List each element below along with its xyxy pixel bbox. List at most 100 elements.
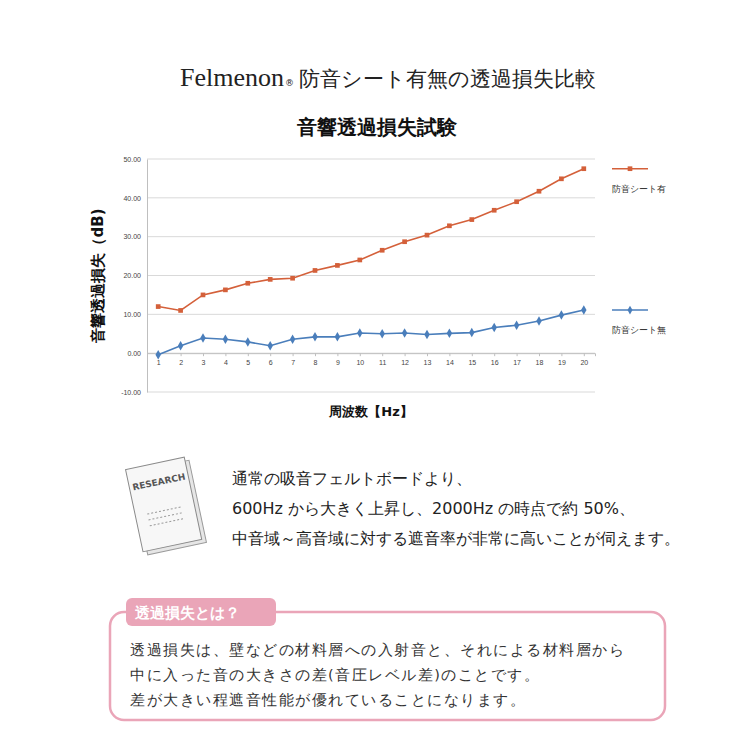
y-tick-label: 10.00 xyxy=(123,311,141,318)
x-tick-mark xyxy=(248,353,249,356)
series-marker xyxy=(357,328,362,337)
x-tick: 4 xyxy=(224,353,228,366)
x-tick-label: 19 xyxy=(558,359,566,366)
series-marker xyxy=(514,199,519,204)
series-marker xyxy=(335,332,340,341)
x-tick-label: 2 xyxy=(179,359,183,366)
series-line xyxy=(158,169,584,311)
definition-tab xyxy=(126,598,276,626)
series-marker xyxy=(156,304,161,309)
x-tick-mark xyxy=(225,353,226,356)
note-line: 600Hz から大きく上昇し、2000Hz の時点で約 50%、 xyxy=(232,499,635,518)
x-tick-mark xyxy=(270,353,271,356)
icon-line xyxy=(149,513,182,520)
series-marker xyxy=(537,189,542,194)
x-axis: 1234567891011121314151617181920 xyxy=(148,353,596,366)
x-tick-label: 8 xyxy=(314,359,318,366)
x-tick: 15 xyxy=(468,353,476,366)
series-marker xyxy=(581,305,586,314)
y-tick: 50.00 xyxy=(123,156,147,163)
x-tick: 5 xyxy=(246,353,250,366)
x-tick-label: 20 xyxy=(580,359,588,366)
definition-box: 透過損失とは？透過損失は、壁などの材料層への入射音と、それによる材料層から中に入… xyxy=(110,598,665,720)
x-tick-mark xyxy=(449,353,450,356)
series-marker xyxy=(223,288,228,293)
icon-line xyxy=(147,507,180,514)
y-axis-line xyxy=(147,160,148,393)
series-marker xyxy=(290,276,295,281)
legend-item: 防音シート無 xyxy=(612,306,666,335)
x-tick-label: 1 xyxy=(157,359,161,366)
x-tick: 3 xyxy=(202,353,206,366)
x-tick: 19 xyxy=(558,353,566,366)
series-marker xyxy=(425,233,430,238)
x-tick-mark xyxy=(181,353,182,356)
series-marker xyxy=(201,293,206,298)
x-tick-mark xyxy=(360,353,361,356)
x-tick-label: 13 xyxy=(424,359,432,366)
x-tick-label: 16 xyxy=(491,359,499,366)
y-axis: -10.000.0010.0020.0030.0040.0050.00 xyxy=(121,156,147,396)
series-marker xyxy=(313,268,318,273)
y-tick: 30.00 xyxy=(123,233,147,240)
plot-marks xyxy=(155,166,586,359)
grid-line xyxy=(147,314,595,315)
legend: 防音シート有防音シート無 xyxy=(612,166,666,335)
series-marker xyxy=(267,341,272,350)
y-tick-label: -10.00 xyxy=(121,389,141,396)
x-tick-mark xyxy=(337,353,338,356)
y-tick: -10.00 xyxy=(121,389,147,396)
x-tick: 10 xyxy=(356,353,364,366)
research-icon: RESEARCH xyxy=(126,456,207,555)
series-marker xyxy=(469,217,474,222)
x-tick: 18 xyxy=(536,353,544,366)
series-marker xyxy=(379,329,384,338)
series-marker xyxy=(514,320,519,329)
x-axis-line xyxy=(148,354,596,357)
x-tick-mark xyxy=(539,353,540,356)
grid xyxy=(147,159,595,392)
series-marker xyxy=(380,248,385,253)
series-marker xyxy=(155,350,160,359)
series-marker xyxy=(492,208,497,213)
grid-line xyxy=(147,275,595,276)
x-tick-mark xyxy=(517,353,518,356)
x-tick-mark xyxy=(494,353,495,356)
x-tick-mark xyxy=(382,353,383,356)
note-line: 通常の吸音フェルトボードより、 xyxy=(232,469,472,488)
y-tick-label: 40.00 xyxy=(123,195,141,202)
x-tick-label: 10 xyxy=(356,359,364,366)
series-marker xyxy=(559,176,564,181)
x-tick: 20 xyxy=(580,353,588,366)
chart-title: 音響透過損失試験 xyxy=(296,115,458,139)
series-marker xyxy=(335,263,340,268)
grid-line xyxy=(147,197,595,198)
y-tick-label: 0.00 xyxy=(127,350,141,357)
x-tick: 7 xyxy=(291,353,295,366)
x-tick-label: 6 xyxy=(269,359,273,366)
page: Felmenon®防音シート有無の透過損失比較音響透過損失試験-10.000.0… xyxy=(0,0,754,754)
series-marker xyxy=(178,308,183,313)
x-tick-label: 3 xyxy=(202,359,206,366)
series-marker xyxy=(312,332,317,341)
x-tick-label: 7 xyxy=(291,359,295,366)
definition-heading: 透過損失とは？ xyxy=(134,604,240,622)
x-tick: 14 xyxy=(446,353,454,366)
series-marker xyxy=(223,334,228,343)
x-tick-label: 18 xyxy=(536,359,544,366)
header-title: 防音シート有無の透過損失比較 xyxy=(299,67,596,91)
x-tick: 9 xyxy=(336,353,340,366)
icon-line xyxy=(150,519,183,526)
x-tick-label: 14 xyxy=(446,359,454,366)
y-tick: 0.00 xyxy=(127,350,147,357)
x-tick-mark xyxy=(293,353,294,356)
series-marker xyxy=(559,310,564,319)
definition-line: 中に入った音の大きさの差(音圧レベル差)のことです。 xyxy=(130,667,540,683)
series-marker xyxy=(469,328,474,337)
y-tick-label: 50.00 xyxy=(123,156,141,163)
icon-label: RESEARCH xyxy=(132,471,187,492)
x-tick: 6 xyxy=(269,353,273,366)
y-tick: 40.00 xyxy=(123,195,147,202)
icon-paper xyxy=(126,457,202,552)
y-axis-title: 音響透過損失（dB) xyxy=(89,208,107,343)
